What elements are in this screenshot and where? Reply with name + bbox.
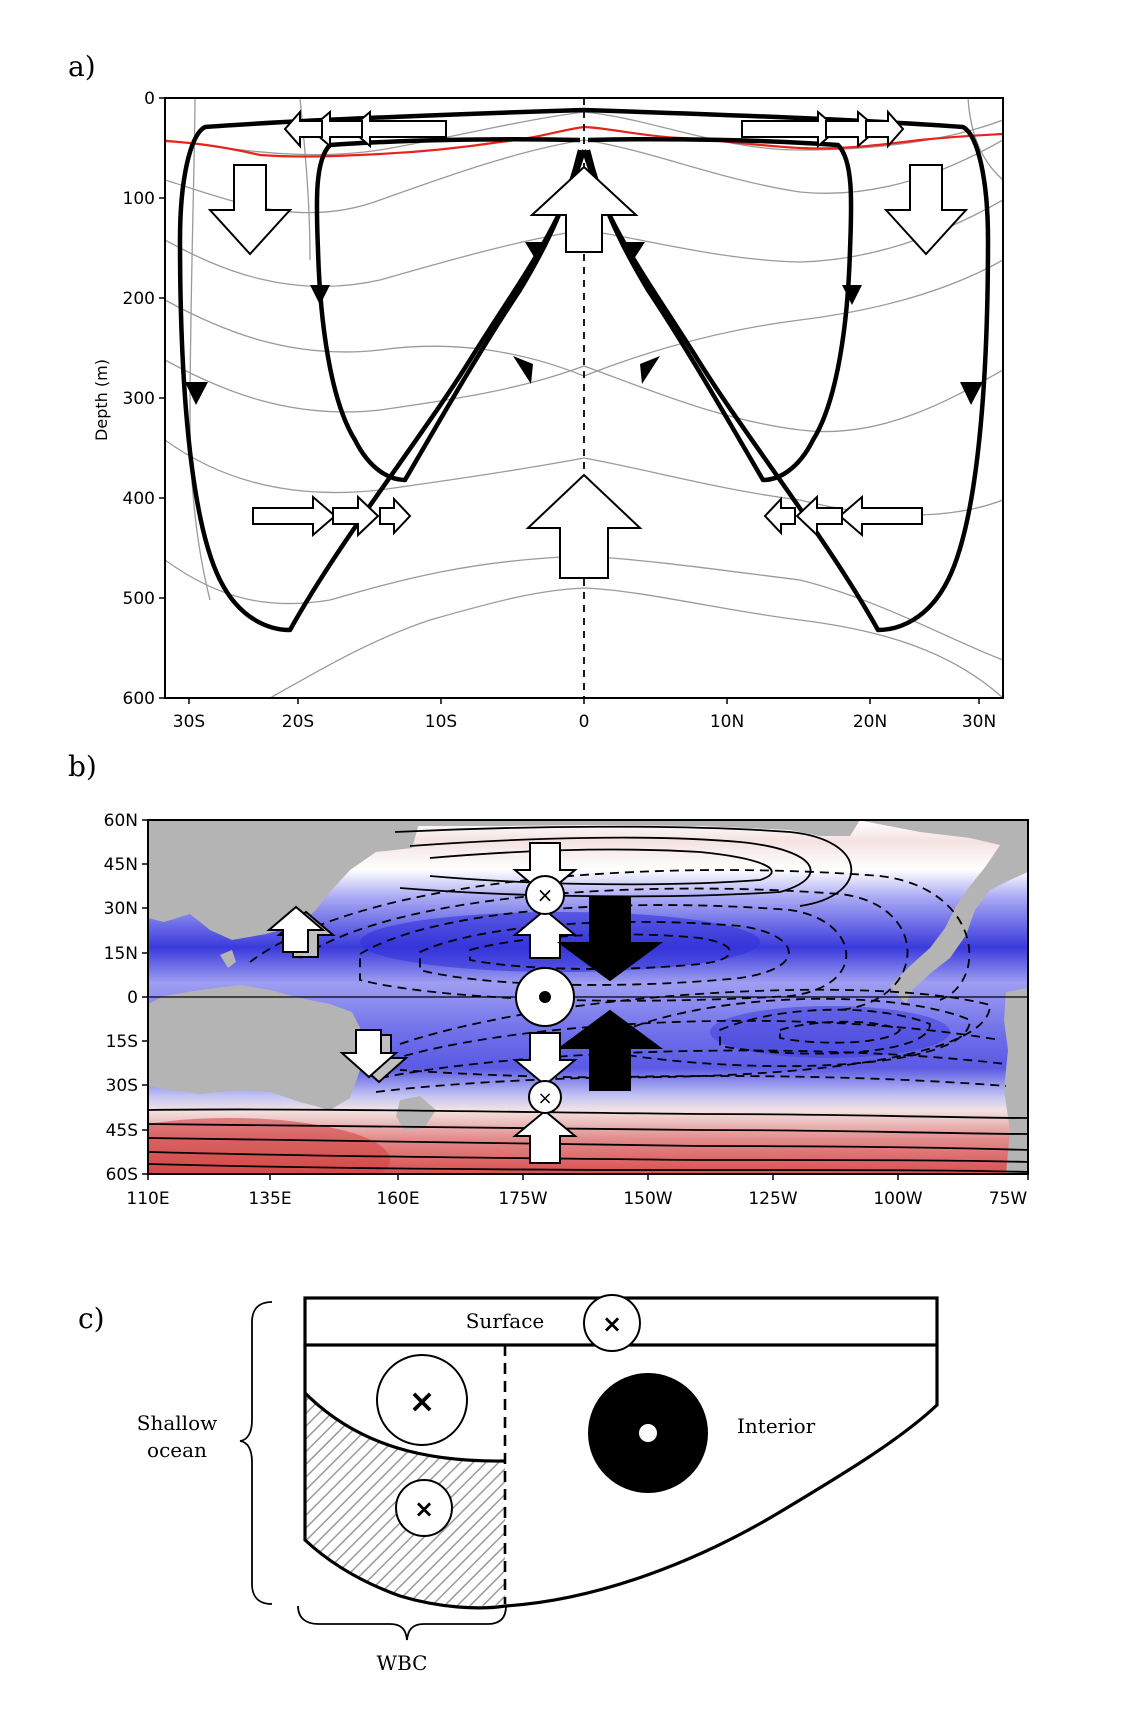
wbc-brace	[297, 1605, 507, 1641]
xtick-label: 135E	[248, 1189, 291, 1209]
ytick-label: 200	[123, 289, 155, 309]
panel-a-label: a)	[68, 50, 96, 83]
land-masses	[148, 820, 1028, 1174]
subtropical-gyre-core-south	[710, 1006, 950, 1058]
xtick-label: 75W	[989, 1189, 1028, 1209]
xtick-label: 160E	[376, 1189, 419, 1209]
ytick-label: 100	[123, 189, 155, 209]
ytick-label: 15S	[106, 1032, 138, 1052]
ytick-label: 30S	[106, 1076, 138, 1096]
xtick-label: 30N	[962, 712, 996, 732]
panel-b-xticks	[147, 1174, 1029, 1180]
svg-text:×: ×	[537, 1088, 552, 1109]
panel-b-label: b)	[68, 750, 97, 783]
xtick-label: 10S	[425, 712, 457, 732]
panel-a-yticks	[159, 97, 165, 699]
shallow-label-line1: Shallow	[137, 1411, 217, 1435]
svg-text:×: ×	[409, 1382, 436, 1420]
shallow-ocean-brace	[239, 1301, 273, 1605]
ytick-label: 500	[123, 589, 155, 609]
panel-a-xtick-labels: 30S 20S 10S 0 10N 20N 30N	[173, 712, 996, 732]
panel-a-ylabel: Depth (m)	[92, 359, 111, 441]
panel-c: c) Surface Interior × × × Shallow ocean …	[78, 1294, 939, 1675]
xtick-label: 20S	[282, 712, 314, 732]
ytick-label: 60S	[106, 1165, 138, 1185]
ytick-label: 0	[144, 89, 155, 109]
xtick-label: 20N	[853, 712, 887, 732]
interior-label: Interior	[737, 1414, 816, 1438]
ytick-label: 60N	[104, 811, 138, 831]
ytick-label: 400	[123, 489, 155, 509]
panel-b-yticks	[142, 819, 148, 1175]
ytick-label: 600	[123, 689, 155, 709]
transport-arrows-b	[266, 842, 664, 1164]
panel-a-ytick-labels: 0 100 200 300 400 500 600	[123, 89, 155, 709]
streamfunction-contours-negative	[249, 869, 1007, 1093]
ytick-label: 30N	[104, 899, 138, 919]
ytick-label: 45N	[104, 855, 138, 875]
xtick-label: 10N	[710, 712, 744, 732]
panel-c-label: c)	[78, 1302, 105, 1335]
xtick-label: 175W	[498, 1189, 547, 1209]
svg-text:×: ×	[602, 1310, 622, 1338]
xtick-label: 150W	[623, 1189, 672, 1209]
panel-b-circles: × ×	[515, 875, 575, 1114]
xtick-label: 125W	[748, 1189, 797, 1209]
isotherms	[165, 98, 1003, 698]
flow-direction-arrowheads	[185, 242, 983, 405]
panel-a: a)	[68, 50, 1004, 732]
svg-text:×: ×	[414, 1495, 434, 1523]
circulation-cells	[177, 107, 991, 633]
panel-b-ytick-labels: 60N 45N 30N 15N 0 15S 30S 45S 60S	[104, 811, 138, 1185]
xtick-label: 110E	[126, 1189, 169, 1209]
ytick-label: 45S	[106, 1121, 138, 1141]
flow-symbols-c: × × ×	[376, 1294, 708, 1537]
xtick-label: 0	[579, 712, 590, 732]
ytick-label: 300	[123, 389, 155, 409]
panel-b-xtick-labels: 110E 135E 160E 175W 150W 125W 100W 75W	[126, 1189, 1027, 1209]
ytick-label: 0	[127, 988, 138, 1008]
xtick-label: 30S	[173, 712, 205, 732]
southern-gyre-core	[148, 1118, 390, 1174]
xtick-label: 100W	[873, 1189, 922, 1209]
wbc-label: WBC	[377, 1651, 428, 1675]
transport-arrows-a	[207, 109, 969, 579]
ytick-label: 15N	[104, 944, 138, 964]
surface-label: Surface	[466, 1309, 545, 1333]
shallow-label-line2: ocean	[147, 1438, 207, 1462]
svg-text:×: ×	[537, 883, 554, 907]
panel-b: b)	[68, 750, 1029, 1209]
panel-a-xticks	[188, 698, 980, 704]
